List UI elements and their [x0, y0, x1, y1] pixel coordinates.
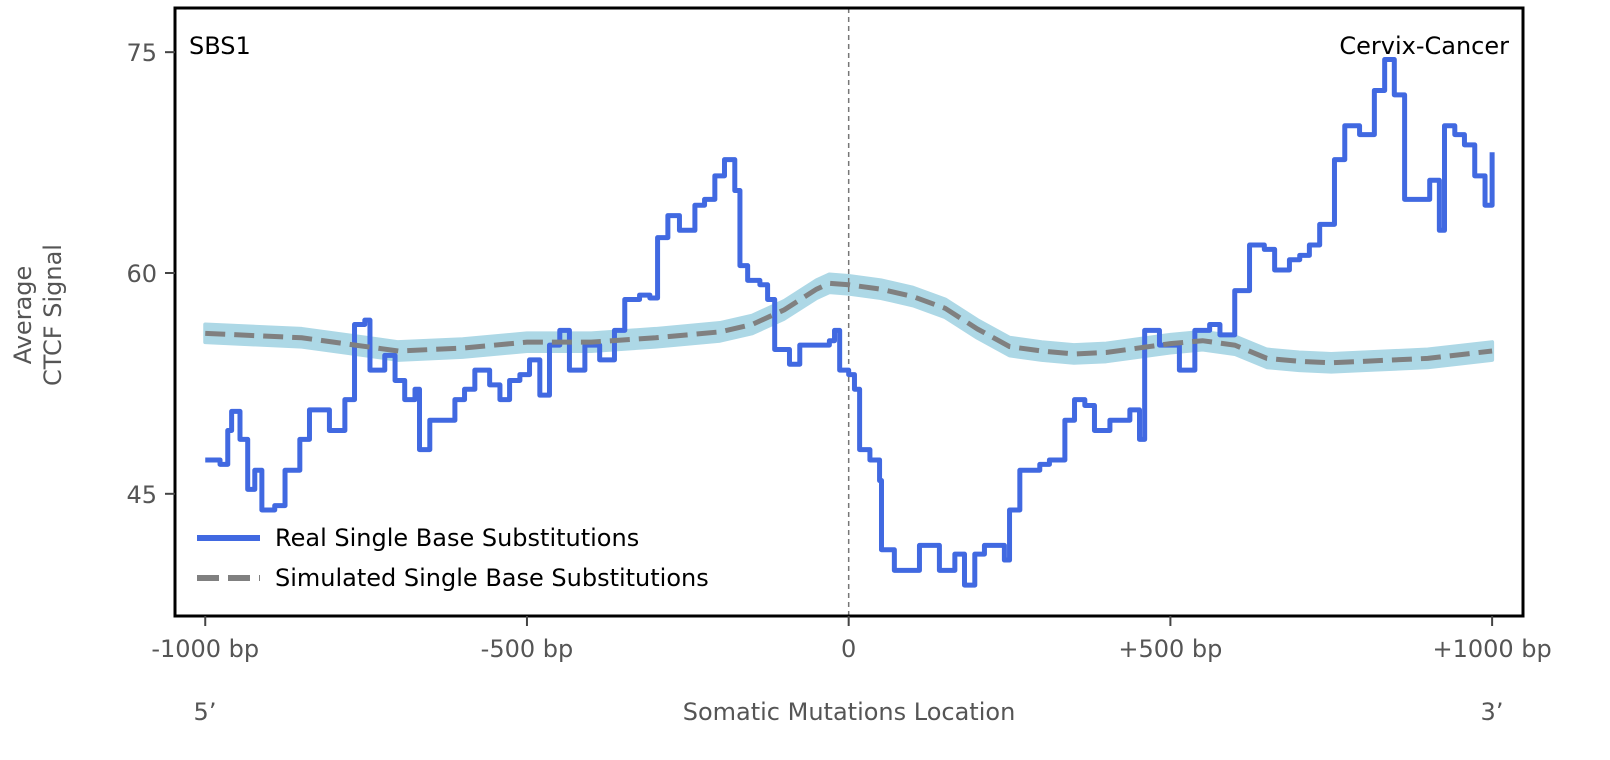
legend: Real Single Base Substitutions Simulated… — [197, 524, 709, 592]
top-left-label: SBS1 — [189, 32, 251, 60]
y-axis-label-line1: Average — [9, 266, 37, 365]
x-end-label-right: 3’ — [1481, 698, 1504, 726]
y-tick-label: 45 — [126, 481, 157, 509]
x-tick-label: +1000 bp — [1432, 635, 1551, 663]
x-end-label-left: 5’ — [194, 698, 217, 726]
legend-label-real: Real Single Base Substitutions — [275, 524, 639, 552]
x-tick-label: -500 bp — [481, 635, 574, 663]
x-tick-label: -1000 bp — [151, 635, 259, 663]
simulated-sbs-line — [205, 280, 1493, 366]
x-tick-label: 0 — [841, 635, 856, 663]
x-tick-label: +500 bp — [1118, 635, 1222, 663]
real-sbs-line — [205, 57, 1495, 588]
y-axis-label-line2: CTCF Signal — [39, 244, 67, 386]
x-axis-label: Somatic Mutations Location — [683, 698, 1016, 726]
legend-label-simulated: Simulated Single Base Substitutions — [275, 564, 709, 592]
y-tick-label: 60 — [126, 260, 157, 288]
y-tick-label: 75 — [126, 39, 157, 67]
top-right-label: Cervix-Cancer — [1339, 32, 1509, 60]
